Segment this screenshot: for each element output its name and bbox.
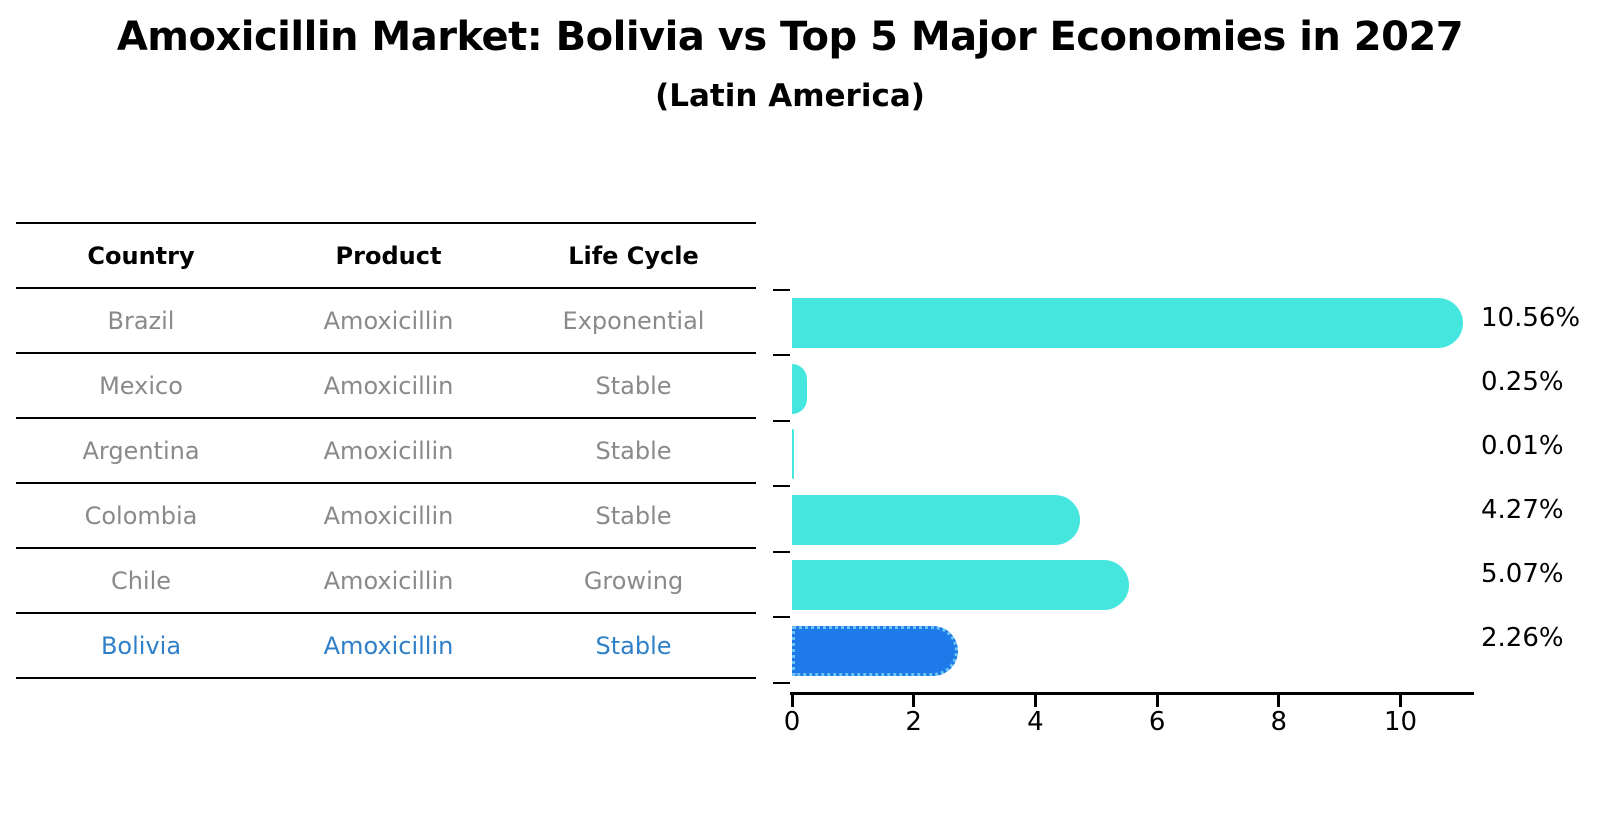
bar-chile	[792, 560, 1129, 610]
y-tick	[773, 616, 790, 618]
x-tick-label: 4	[1027, 707, 1044, 737]
y-tick	[773, 288, 790, 291]
y-tick	[773, 485, 790, 487]
y-tick	[773, 550, 790, 553]
table-header-row: Country Product Life Cycle	[16, 222, 756, 289]
bar-mexico	[792, 363, 808, 414]
product-cell: Amoxicillin	[323, 631, 454, 660]
header-product: Product	[335, 241, 442, 270]
x-axis-line	[790, 692, 1474, 695]
table-row: Chile Amoxicillin Growing	[16, 549, 756, 614]
bar-argentina	[792, 429, 794, 479]
chart-subtitle: (Latin America)	[655, 78, 925, 114]
table-row: Argentina Amoxicillin Stable	[16, 419, 756, 484]
product-cell: Amoxicillin	[323, 306, 454, 335]
table-row: Mexico Amoxicillin Stable	[16, 354, 756, 419]
table-row: Brazil Amoxicillin Exponential	[16, 289, 756, 354]
x-tick	[1033, 695, 1037, 707]
x-tick	[1399, 695, 1402, 707]
table-row: Colombia Amoxicillin Stable	[16, 484, 756, 549]
x-tick-label: 8	[1270, 707, 1288, 737]
y-tick	[773, 354, 790, 356]
value-label: 2.26%	[1481, 623, 1564, 653]
country-cell: Brazil	[107, 306, 175, 335]
x-tick-label: 6	[1148, 707, 1166, 737]
country-table: Country Product Life Cycle Brazil Amoxici…	[16, 222, 756, 679]
product-cell: Amoxicillin	[323, 436, 454, 465]
chart-title: Amoxicillin Market: Bolivia vs Top 5 Maj…	[116, 14, 1464, 60]
life-cycle-cell: Stable	[595, 631, 672, 660]
life-cycle-cell: Stable	[595, 501, 672, 530]
country-cell: Colombia	[84, 501, 198, 530]
country-cell: Chile	[110, 566, 172, 595]
product-cell: Amoxicillin	[323, 371, 454, 400]
x-tick	[1155, 695, 1159, 707]
x-tick	[1277, 695, 1281, 707]
country-cell: Argentina	[82, 436, 200, 465]
country-cell: Mexico	[99, 371, 183, 400]
value-label: 0.25%	[1481, 367, 1564, 397]
product-cell: Amoxicillin	[323, 501, 454, 530]
value-label: 10.56%	[1481, 303, 1581, 333]
header-country: Country	[87, 241, 195, 270]
bar-brazil	[792, 298, 1463, 348]
x-tick	[912, 695, 916, 707]
table-row: Bolivia Amoxicillin Stable	[16, 614, 756, 679]
x-tick-label: 2	[905, 707, 922, 737]
x-tick-label: 0	[783, 707, 801, 737]
bar-colombia	[792, 494, 1080, 545]
bar-bolivia	[792, 625, 958, 676]
life-cycle-cell: Exponential	[562, 306, 705, 335]
life-cycle-cell: Growing	[583, 566, 684, 595]
life-cycle-cell: Stable	[595, 436, 672, 465]
x-tick-label: 10	[1383, 707, 1418, 737]
country-cell: Bolivia	[100, 631, 182, 660]
y-tick	[773, 681, 790, 684]
x-tick	[790, 695, 794, 707]
table-body: Brazil Amoxicillin Exponential Mexico Amoxic…	[16, 289, 756, 679]
header-life-cycle: Life Cycle	[568, 241, 699, 270]
life-cycle-cell: Stable	[595, 371, 672, 400]
value-label: 5.07%	[1481, 559, 1564, 589]
value-label: 0.01%	[1481, 431, 1564, 461]
value-label: 4.27%	[1481, 495, 1564, 525]
product-cell: Amoxicillin	[323, 566, 454, 595]
y-tick	[773, 419, 790, 422]
